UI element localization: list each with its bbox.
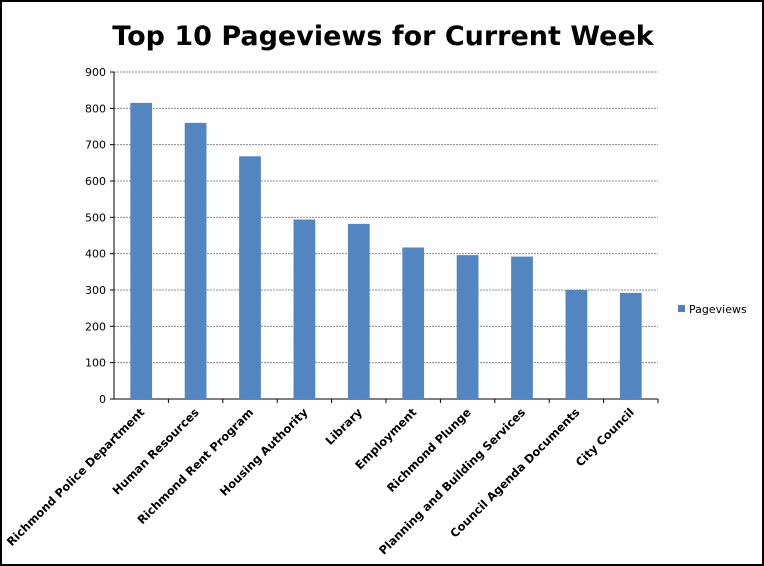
bar	[130, 102, 153, 399]
y-tick-label: 400	[85, 248, 106, 261]
y-tick-label: 500	[85, 211, 106, 224]
y-tick-label: 800	[85, 102, 106, 115]
bar	[347, 223, 370, 399]
category-label: Richmond Rent Program	[134, 405, 256, 527]
bar	[565, 290, 588, 399]
y-tick-label: 100	[85, 357, 106, 370]
y-tick-label: 0	[99, 393, 106, 406]
legend-swatch	[678, 305, 685, 312]
y-tick-label: 600	[85, 175, 106, 188]
bar	[619, 292, 642, 399]
y-tick-label: 300	[85, 284, 106, 297]
bar	[239, 156, 261, 399]
category-label: City Council	[573, 405, 637, 469]
bars	[130, 102, 642, 399]
y-tick-label: 200	[85, 320, 106, 333]
bar	[184, 122, 207, 399]
category-label: Library	[322, 405, 365, 448]
axes: 0 100 200 300 400 500 600 700 800 900	[85, 66, 659, 406]
chart-title: Top 10 Pageviews for Current Week	[112, 21, 655, 52]
y-tick-label: 900	[85, 66, 106, 79]
bar	[402, 247, 425, 399]
legend-label: Pageviews	[689, 303, 747, 316]
y-tick-label: 700	[85, 139, 106, 152]
bar	[511, 256, 533, 399]
bar	[456, 255, 479, 399]
legend: Pageviews	[678, 303, 747, 316]
bar	[293, 219, 316, 399]
